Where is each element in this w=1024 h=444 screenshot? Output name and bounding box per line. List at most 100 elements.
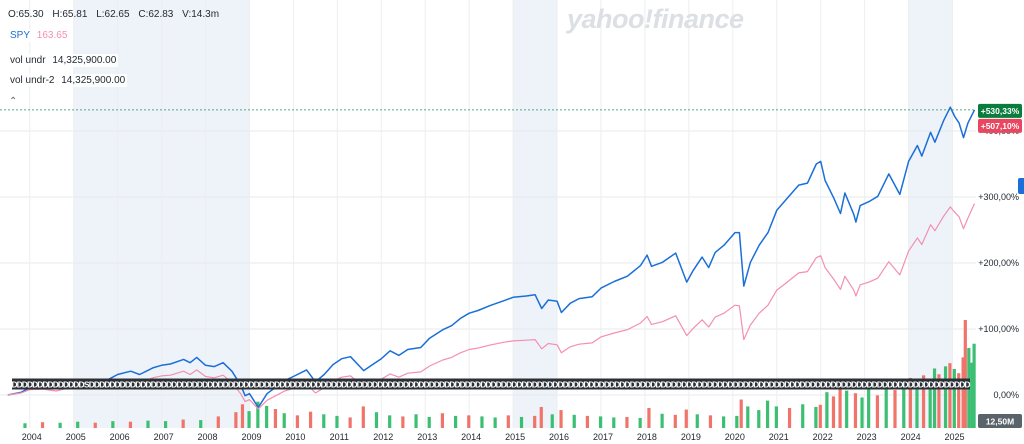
dividend-marker[interactable]: D xyxy=(604,379,610,389)
dividend-marker[interactable]: D xyxy=(300,379,306,389)
dividend-marker[interactable]: D xyxy=(810,379,816,389)
dividend-marker[interactable]: D xyxy=(655,379,661,389)
dividend-marker[interactable]: D xyxy=(171,379,177,389)
dividend-marker[interactable]: D xyxy=(444,379,450,389)
dividend-marker[interactable]: D xyxy=(578,379,584,389)
dividend-marker[interactable]: D xyxy=(393,379,399,389)
dividend-marker[interactable]: D xyxy=(243,379,249,389)
dividend-marker[interactable]: D xyxy=(939,379,945,389)
dividend-marker[interactable]: D xyxy=(501,379,507,389)
dividend-marker[interactable]: D xyxy=(887,379,893,389)
dividend-marker[interactable]: D xyxy=(928,379,934,389)
dividend-marker[interactable]: D xyxy=(140,379,146,389)
dividend-marker[interactable]: D xyxy=(568,379,574,389)
dividend-marker[interactable]: D xyxy=(109,379,115,389)
dividend-marker[interactable]: D xyxy=(485,379,491,389)
side-panel-handle[interactable] xyxy=(1018,178,1024,194)
dividend-marker[interactable]: D xyxy=(89,379,95,389)
dividend-marker[interactable]: D xyxy=(377,379,383,389)
dividend-marker[interactable]: D xyxy=(120,379,126,389)
dividend-marker[interactable]: D xyxy=(290,379,296,389)
legend-vol-undr[interactable]: vol undr 14,325,900.00 xyxy=(8,54,119,67)
dividend-marker[interactable]: D xyxy=(892,379,898,389)
legend-vol-undr-2[interactable]: vol undr-2 14,325,900.00 xyxy=(8,74,128,87)
dividend-marker[interactable]: D xyxy=(362,379,368,389)
dividend-marker[interactable]: D xyxy=(357,379,363,389)
dividend-marker[interactable]: D xyxy=(516,379,522,389)
split-marker[interactable]: S xyxy=(84,379,90,389)
dividend-marker[interactable]: D xyxy=(836,379,842,389)
dividend-marker[interactable]: D xyxy=(228,379,234,389)
dividend-marker[interactable]: D xyxy=(145,379,151,389)
dividend-marker[interactable]: D xyxy=(202,379,208,389)
dividend-marker[interactable]: D xyxy=(877,379,883,389)
dividend-marker[interactable]: D xyxy=(367,379,373,389)
dividend-marker[interactable]: D xyxy=(238,379,244,389)
dividend-marker[interactable]: D xyxy=(187,379,193,389)
dividend-marker[interactable]: D xyxy=(413,379,419,389)
dividend-marker[interactable]: D xyxy=(151,379,157,389)
dividend-marker[interactable]: D xyxy=(944,379,950,389)
dividend-marker[interactable]: D xyxy=(181,379,187,389)
dividend-marker[interactable]: D xyxy=(707,379,713,389)
dividend-marker[interactable]: D xyxy=(666,379,672,389)
dividend-marker[interactable]: D xyxy=(372,379,378,389)
dividend-marker[interactable]: D xyxy=(676,379,682,389)
dividend-marker[interactable]: D xyxy=(624,379,630,389)
dividend-marker[interactable]: D xyxy=(872,379,878,389)
dividend-marker[interactable]: D xyxy=(820,379,826,389)
dividend-marker[interactable]: D xyxy=(223,379,229,389)
dividend-marker[interactable]: D xyxy=(789,379,795,389)
dividend-marker[interactable]: D xyxy=(506,379,512,389)
dividend-marker[interactable]: D xyxy=(573,379,579,389)
dividend-marker[interactable]: D xyxy=(800,379,806,389)
dividend-marker[interactable]: D xyxy=(408,379,414,389)
dividend-marker[interactable]: D xyxy=(403,379,409,389)
dividend-marker[interactable]: D xyxy=(449,379,455,389)
dividend-marker[interactable]: D xyxy=(635,379,641,389)
dividend-marker[interactable]: D xyxy=(882,379,888,389)
dividend-marker[interactable]: D xyxy=(563,379,569,389)
dividend-marker[interactable]: D xyxy=(212,379,218,389)
dividend-marker[interactable]: D xyxy=(599,379,605,389)
dividend-marker[interactable]: D xyxy=(552,379,558,389)
legend-spy[interactable]: SPY 163.65 xyxy=(8,29,70,42)
dividend-marker[interactable]: D xyxy=(424,379,430,389)
dividend-marker[interactable]: D xyxy=(17,379,23,389)
dividend-marker[interactable]: D xyxy=(274,379,280,389)
dividend-marker[interactable]: D xyxy=(660,379,666,389)
legend-vol-undr-2-name[interactable]: vol undr-2 xyxy=(10,75,55,86)
dividend-marker[interactable]: D xyxy=(135,379,141,389)
dividend-marker[interactable]: D xyxy=(248,379,254,389)
dividend-marker[interactable]: D xyxy=(913,379,919,389)
dividend-marker[interactable]: D xyxy=(104,379,110,389)
dividend-marker[interactable]: D xyxy=(331,379,337,389)
chevron-up-icon[interactable]: ⌃ xyxy=(9,96,18,107)
dividend-marker[interactable]: D xyxy=(460,379,466,389)
dividend-marker[interactable]: D xyxy=(758,379,764,389)
dividend-marker[interactable]: D xyxy=(712,379,718,389)
dividend-marker[interactable]: D xyxy=(763,379,769,389)
dividend-marker[interactable]: D xyxy=(738,379,744,389)
dividend-marker[interactable]: D xyxy=(614,379,620,389)
dividend-marker[interactable]: D xyxy=(336,379,342,389)
dividend-marker[interactable]: D xyxy=(475,379,481,389)
dividend-marker[interactable]: D xyxy=(346,379,352,389)
dividend-marker[interactable]: D xyxy=(22,379,28,389)
dividend-marker[interactable]: D xyxy=(619,379,625,389)
dividend-marker[interactable]: D xyxy=(264,379,270,389)
dividend-marker[interactable]: D xyxy=(830,379,836,389)
dividend-marker[interactable]: D xyxy=(954,379,960,389)
dividend-marker[interactable]: D xyxy=(933,379,939,389)
dividend-marker[interactable]: D xyxy=(923,379,929,389)
dividend-marker[interactable]: D xyxy=(48,379,54,389)
dividend-marker[interactable]: D xyxy=(717,379,723,389)
dividend-marker[interactable]: D xyxy=(470,379,476,389)
dividend-marker[interactable]: D xyxy=(815,379,821,389)
dividend-marker[interactable]: D xyxy=(192,379,198,389)
dividend-marker[interactable]: D xyxy=(949,379,955,389)
dividend-marker[interactable]: D xyxy=(537,379,543,389)
dividend-marker[interactable]: D xyxy=(681,379,687,389)
dividend-marker[interactable]: D xyxy=(521,379,527,389)
dividend-marker[interactable]: D xyxy=(542,379,548,389)
